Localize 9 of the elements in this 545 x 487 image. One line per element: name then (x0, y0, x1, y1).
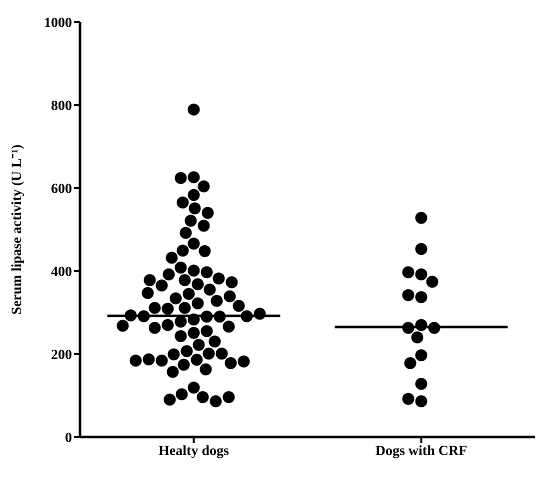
y-tick-label: 200 (51, 348, 72, 363)
y-axis-title: Serum lipase activity (U L⁻¹) (10, 144, 25, 315)
y-tick-label: 600 (51, 182, 72, 197)
y-tick-label: 1000 (44, 16, 72, 31)
x-tick-label: Dogs with CRF (375, 444, 468, 459)
y-tick-label: 0 (65, 430, 72, 446)
y-tick-label: 800 (51, 98, 72, 114)
x-tick-label: Healty dogs (158, 444, 230, 459)
y-tick-label: 400 (51, 264, 72, 280)
